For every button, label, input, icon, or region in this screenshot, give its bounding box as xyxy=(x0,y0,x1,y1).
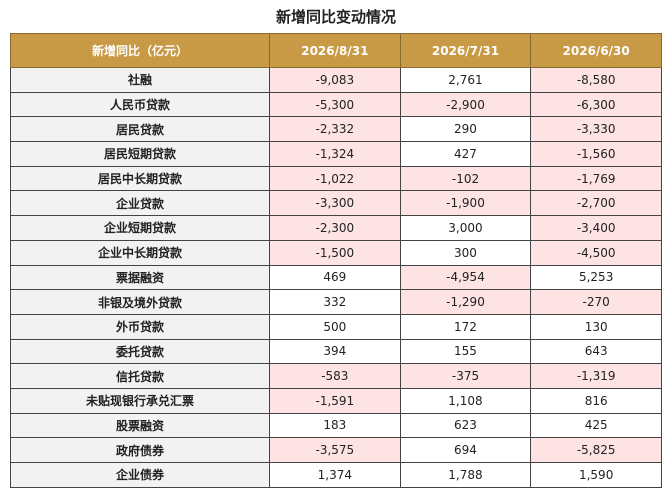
value-cell: 623 xyxy=(399,412,532,439)
value-cell: -4,954 xyxy=(399,264,532,291)
row-label: 信托贷款 xyxy=(10,363,270,389)
header-cell: 2026/8/31 xyxy=(269,33,401,68)
table-row: 政府债券 -3,575 694 -5,825 xyxy=(10,437,662,463)
row-label: 居民中长期贷款 xyxy=(10,165,270,192)
value-cell: -1,769 xyxy=(530,165,662,192)
value-cell: 183 xyxy=(269,412,401,439)
table-row: 企业中长期贷款 -1,500 300 -4,500 xyxy=(10,239,662,266)
table-row: 票据融资 469 -4,954 5,253 xyxy=(10,264,662,291)
row-label: 股票融资 xyxy=(10,412,270,439)
value-cell: -3,575 xyxy=(269,437,401,463)
value-cell: 643 xyxy=(530,338,662,365)
table-row: 信托贷款 -583 -375 -1,319 xyxy=(10,363,662,389)
value-cell: 1,590 xyxy=(530,462,662,488)
row-label: 未贴现银行承兑汇票 xyxy=(10,387,270,414)
value-cell: 694 xyxy=(399,437,532,463)
value-cell: -1,022 xyxy=(269,165,401,192)
value-cell: -2,332 xyxy=(269,116,401,143)
value-cell: 1,108 xyxy=(399,387,532,414)
value-cell: -5,825 xyxy=(530,437,662,463)
value-cell: 427 xyxy=(399,141,532,167)
table-row: 社融 -9,083 2,761 -8,580 xyxy=(10,67,662,93)
value-cell: -9,083 xyxy=(269,67,401,93)
table-row: 居民短期贷款 -1,324 427 -1,560 xyxy=(10,141,662,167)
value-cell: 500 xyxy=(269,313,401,340)
table-row: 企业短期贷款 -2,300 3,000 -3,400 xyxy=(10,215,662,241)
value-cell: 425 xyxy=(530,412,662,439)
header-row: 新增同比（亿元） 2026/8/31 2026/7/31 2026/6/30 xyxy=(10,33,662,68)
table-row: 委托贷款 394 155 643 xyxy=(10,338,662,365)
value-cell: 394 xyxy=(269,338,401,365)
row-label: 委托贷款 xyxy=(10,338,270,365)
table-row: 股票融资 183 623 425 xyxy=(10,412,662,439)
value-cell: -1,900 xyxy=(399,190,532,217)
value-cell: 5,253 xyxy=(530,264,662,291)
value-cell: 3,000 xyxy=(399,215,532,241)
row-label: 人民币贷款 xyxy=(10,91,270,118)
table-body: 社融 -9,083 2,761 -8,580 人民币贷款 -5,300 -2,900 -6,3… xyxy=(10,67,662,488)
table-row: 外币贷款 500 172 130 xyxy=(10,313,662,340)
value-cell: 2,761 xyxy=(399,67,532,93)
row-label: 企业中长期贷款 xyxy=(10,239,270,266)
row-label: 企业短期贷款 xyxy=(10,215,270,241)
value-cell: -583 xyxy=(269,363,401,389)
data-table: 新增同比（亿元） 2026/8/31 2026/7/31 2026/6/30 社融 -9… xyxy=(10,33,662,488)
table-row: 居民中长期贷款 -1,022 -102 -1,769 xyxy=(10,165,662,192)
value-cell: 172 xyxy=(399,313,532,340)
table-row: 居民贷款 -2,332 290 -3,330 xyxy=(10,116,662,143)
value-cell: -1,324 xyxy=(269,141,401,167)
row-label: 票据融资 xyxy=(10,264,270,291)
value-cell: 155 xyxy=(399,338,532,365)
table-row: 人民币贷款 -5,300 -2,900 -6,300 xyxy=(10,91,662,118)
header-cell: 2026/6/30 xyxy=(530,33,662,68)
value-cell: -1,560 xyxy=(530,141,662,167)
row-label: 居民短期贷款 xyxy=(10,141,270,167)
value-cell: -2,300 xyxy=(269,215,401,241)
row-label: 社融 xyxy=(10,67,270,93)
value-cell: -270 xyxy=(530,289,662,315)
value-cell: -6,300 xyxy=(530,91,662,118)
value-cell: -2,900 xyxy=(399,91,532,118)
value-cell: -3,300 xyxy=(269,190,401,217)
row-label: 居民贷款 xyxy=(10,116,270,143)
value-cell: -375 xyxy=(399,363,532,389)
header-cell: 新增同比（亿元） xyxy=(10,33,270,68)
row-label: 政府债券 xyxy=(10,437,270,463)
value-cell: -1,500 xyxy=(269,239,401,266)
row-label: 外币贷款 xyxy=(10,313,270,340)
value-cell: -3,330 xyxy=(530,116,662,143)
value-cell: 300 xyxy=(399,239,532,266)
value-cell: 469 xyxy=(269,264,401,291)
value-cell: -5,300 xyxy=(269,91,401,118)
table-row: 企业贷款 -3,300 -1,900 -2,700 xyxy=(10,190,662,217)
table-row: 非银及境外贷款 332 -1,290 -270 xyxy=(10,289,662,315)
value-cell: 1,788 xyxy=(399,462,532,488)
row-label: 企业贷款 xyxy=(10,190,270,217)
table-row: 未贴现银行承兑汇票 -1,591 1,108 816 xyxy=(10,387,662,414)
value-cell: -1,591 xyxy=(269,387,401,414)
value-cell: -1,290 xyxy=(399,289,532,315)
header-cell: 2026/7/31 xyxy=(399,33,532,68)
value-cell: -2,700 xyxy=(530,190,662,217)
value-cell: -4,500 xyxy=(530,239,662,266)
page-title: 新增同比变动情况 xyxy=(275,8,396,26)
value-cell: 290 xyxy=(399,116,532,143)
table-row: 企业债券 1,374 1,788 1,590 xyxy=(10,462,662,488)
value-cell: 1,374 xyxy=(269,462,401,488)
value-cell: 130 xyxy=(530,313,662,340)
value-cell: -102 xyxy=(399,165,532,192)
value-cell: 816 xyxy=(530,387,662,414)
value-cell: -1,319 xyxy=(530,363,662,389)
row-label: 企业债券 xyxy=(10,462,270,488)
value-cell: -8,580 xyxy=(530,67,662,93)
row-label: 非银及境外贷款 xyxy=(10,289,270,315)
value-cell: -3,400 xyxy=(530,215,662,241)
value-cell: 332 xyxy=(269,289,401,315)
